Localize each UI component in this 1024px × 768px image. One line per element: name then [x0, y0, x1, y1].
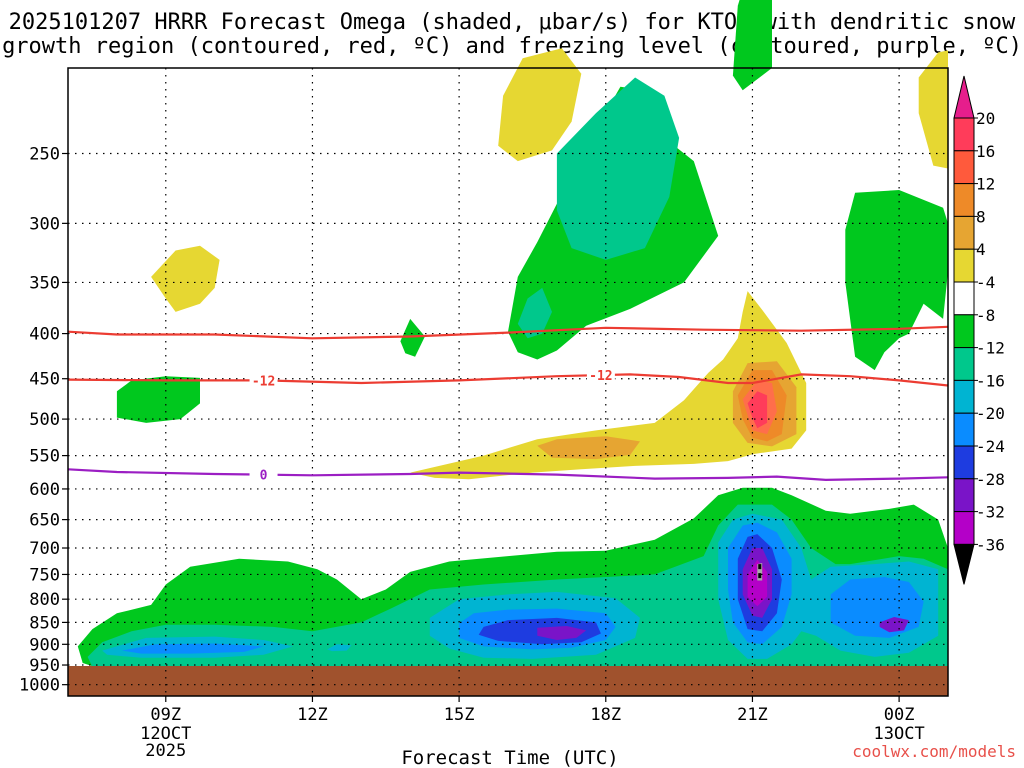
credit-text: coolwx.com/models: [852, 742, 1016, 761]
omega-region-minus12-16: [517, 287, 552, 339]
omega-region-minus28-28: [537, 626, 587, 640]
x-tick-label-18Z: 18Z: [590, 705, 621, 725]
colorbar-label-1: 16: [976, 142, 995, 161]
y-tick-label-650: 650: [29, 511, 60, 531]
colorbar-label-5: -4: [976, 273, 995, 292]
dgz-contour-1: [67, 373, 949, 387]
colorbar-segment-9: [953, 412, 975, 447]
dgz-contour-1-label-1: -12: [589, 369, 612, 384]
colorbar-segment-12: [953, 511, 975, 545]
colorbar-segment-0: [953, 117, 975, 152]
chart-title-line-1: 2025101207 HRRR Forecast Omega (shaded, …: [9, 10, 1016, 35]
colorbar-label-6: -8: [976, 306, 995, 325]
chart-title-line-2: growth region (contoured, red, ºC) and f…: [2, 34, 1022, 59]
colorbar-label-4: 4: [976, 240, 986, 259]
omega-region-minus8-13: [845, 190, 948, 371]
y-tick-label-300: 300: [29, 214, 60, 234]
colorbar-segment-6: [953, 314, 975, 349]
colorbar-segment-10: [953, 445, 975, 480]
omega-region-4-0: [151, 245, 220, 312]
colorbar-segment-3: [953, 215, 975, 250]
plot-frame: [67, 67, 949, 697]
colorbar-segment-8: [953, 379, 975, 414]
omega-region-minus28-30: [879, 617, 909, 633]
y-tick-label-450: 450: [29, 370, 60, 390]
x-tick-date-09Z: 12OCT: [140, 724, 191, 744]
x-axis-label: Forecast Time (UTC): [401, 747, 618, 768]
y-tick-label-600: 600: [29, 480, 60, 500]
colorbar-bottom-triangle: [953, 543, 975, 585]
y-tick-label-1000: 1000: [19, 676, 60, 696]
omega-region-4-3: [918, 50, 948, 169]
colorbar-label-11: -28: [976, 470, 1005, 489]
y-tick-label-400: 400: [29, 325, 60, 345]
colorbar-segment-7: [953, 347, 975, 381]
colorbar-top-triangle: [953, 75, 975, 119]
omega-region-minus20-22: [121, 643, 264, 654]
y-tick-label-800: 800: [29, 590, 60, 610]
colorbar-segment-1: [953, 150, 975, 185]
omega-region-minus12-15: [556, 77, 680, 260]
y-tick-label-900: 900: [29, 635, 60, 655]
omega-region-minus8-9: [116, 376, 200, 423]
omega-region-8-4: [537, 436, 640, 460]
y-tick-label-750: 750: [29, 565, 60, 585]
colorbar-segment-2: [953, 183, 975, 217]
colorbar-segment-4: [953, 248, 975, 283]
colorbar-label-2: 12: [976, 175, 995, 194]
x-tick-label-00Z: 00Z: [884, 705, 915, 725]
colorbar-label-3: 8: [976, 207, 986, 226]
dgz-contour-0: [67, 325, 949, 340]
omega-region-4-2: [410, 291, 807, 480]
y-tick-label-500: 500: [29, 410, 60, 430]
colorbar-label-10: -24: [976, 437, 1005, 456]
plot-area: -12 -12 0: [67, 0, 949, 697]
y-tick-label-700: 700: [29, 539, 60, 559]
omega-shading: [77, 0, 949, 671]
y-axis: 2503003504004505005506006507007508008509…: [19, 144, 68, 696]
y-tick-label-550: 550: [29, 447, 60, 467]
colorbar-label-12: -32: [976, 503, 1005, 522]
y-tick-label-250: 250: [29, 144, 60, 164]
omega-region-minus32-31: [747, 559, 768, 607]
dgz-contour-1-label-0: -12: [252, 374, 275, 389]
omega-region-minus8-10: [400, 318, 425, 357]
colorbar-label-13: -36: [976, 535, 1005, 554]
x-tick-label-21Z: 21Z: [737, 705, 768, 725]
colorbar-label-9: -20: [976, 404, 1005, 423]
colorbar-label-7: -12: [976, 339, 1005, 358]
omega-region-minus16-21: [327, 644, 352, 652]
colorbar-label-0: 20: [976, 109, 995, 128]
freezing-level-contour-label-0: 0: [260, 469, 268, 484]
x-tick-year-09Z: 2025: [145, 741, 186, 761]
dgz-contour-1-label-bg-1: [586, 368, 615, 383]
colorbar: 20 16 12 8 4 -4 -8 -12 -16 -20 -24 -28 -32 -36: [953, 75, 1005, 585]
x-tick-label-09Z: 09Z: [150, 705, 181, 725]
freezing-level-contour-label-bg-0: [249, 467, 278, 482]
colorbar-segment-11: [953, 478, 975, 513]
ground-below-surface: [68, 666, 948, 696]
y-tick-label-850: 850: [29, 613, 60, 633]
x-tick-label-12Z: 12Z: [297, 705, 328, 725]
x-tick-date-00Z: 13OCT: [874, 724, 925, 744]
y-tick-label-350: 350: [29, 273, 60, 293]
colorbar-label-8: -16: [976, 371, 1005, 390]
y-tick-label-950: 950: [29, 656, 60, 676]
freezing-level-contour: [67, 468, 949, 482]
temperature-contours: -12 -12 0: [67, 325, 949, 484]
colorbar-segment-5: [953, 281, 975, 316]
omega-region-4-1: [498, 48, 582, 162]
x-tick-label-15Z: 15Z: [444, 705, 475, 725]
dgz-contour-1-label-bg-0: [249, 373, 278, 388]
omega-region-minus20-25: [830, 577, 924, 638]
